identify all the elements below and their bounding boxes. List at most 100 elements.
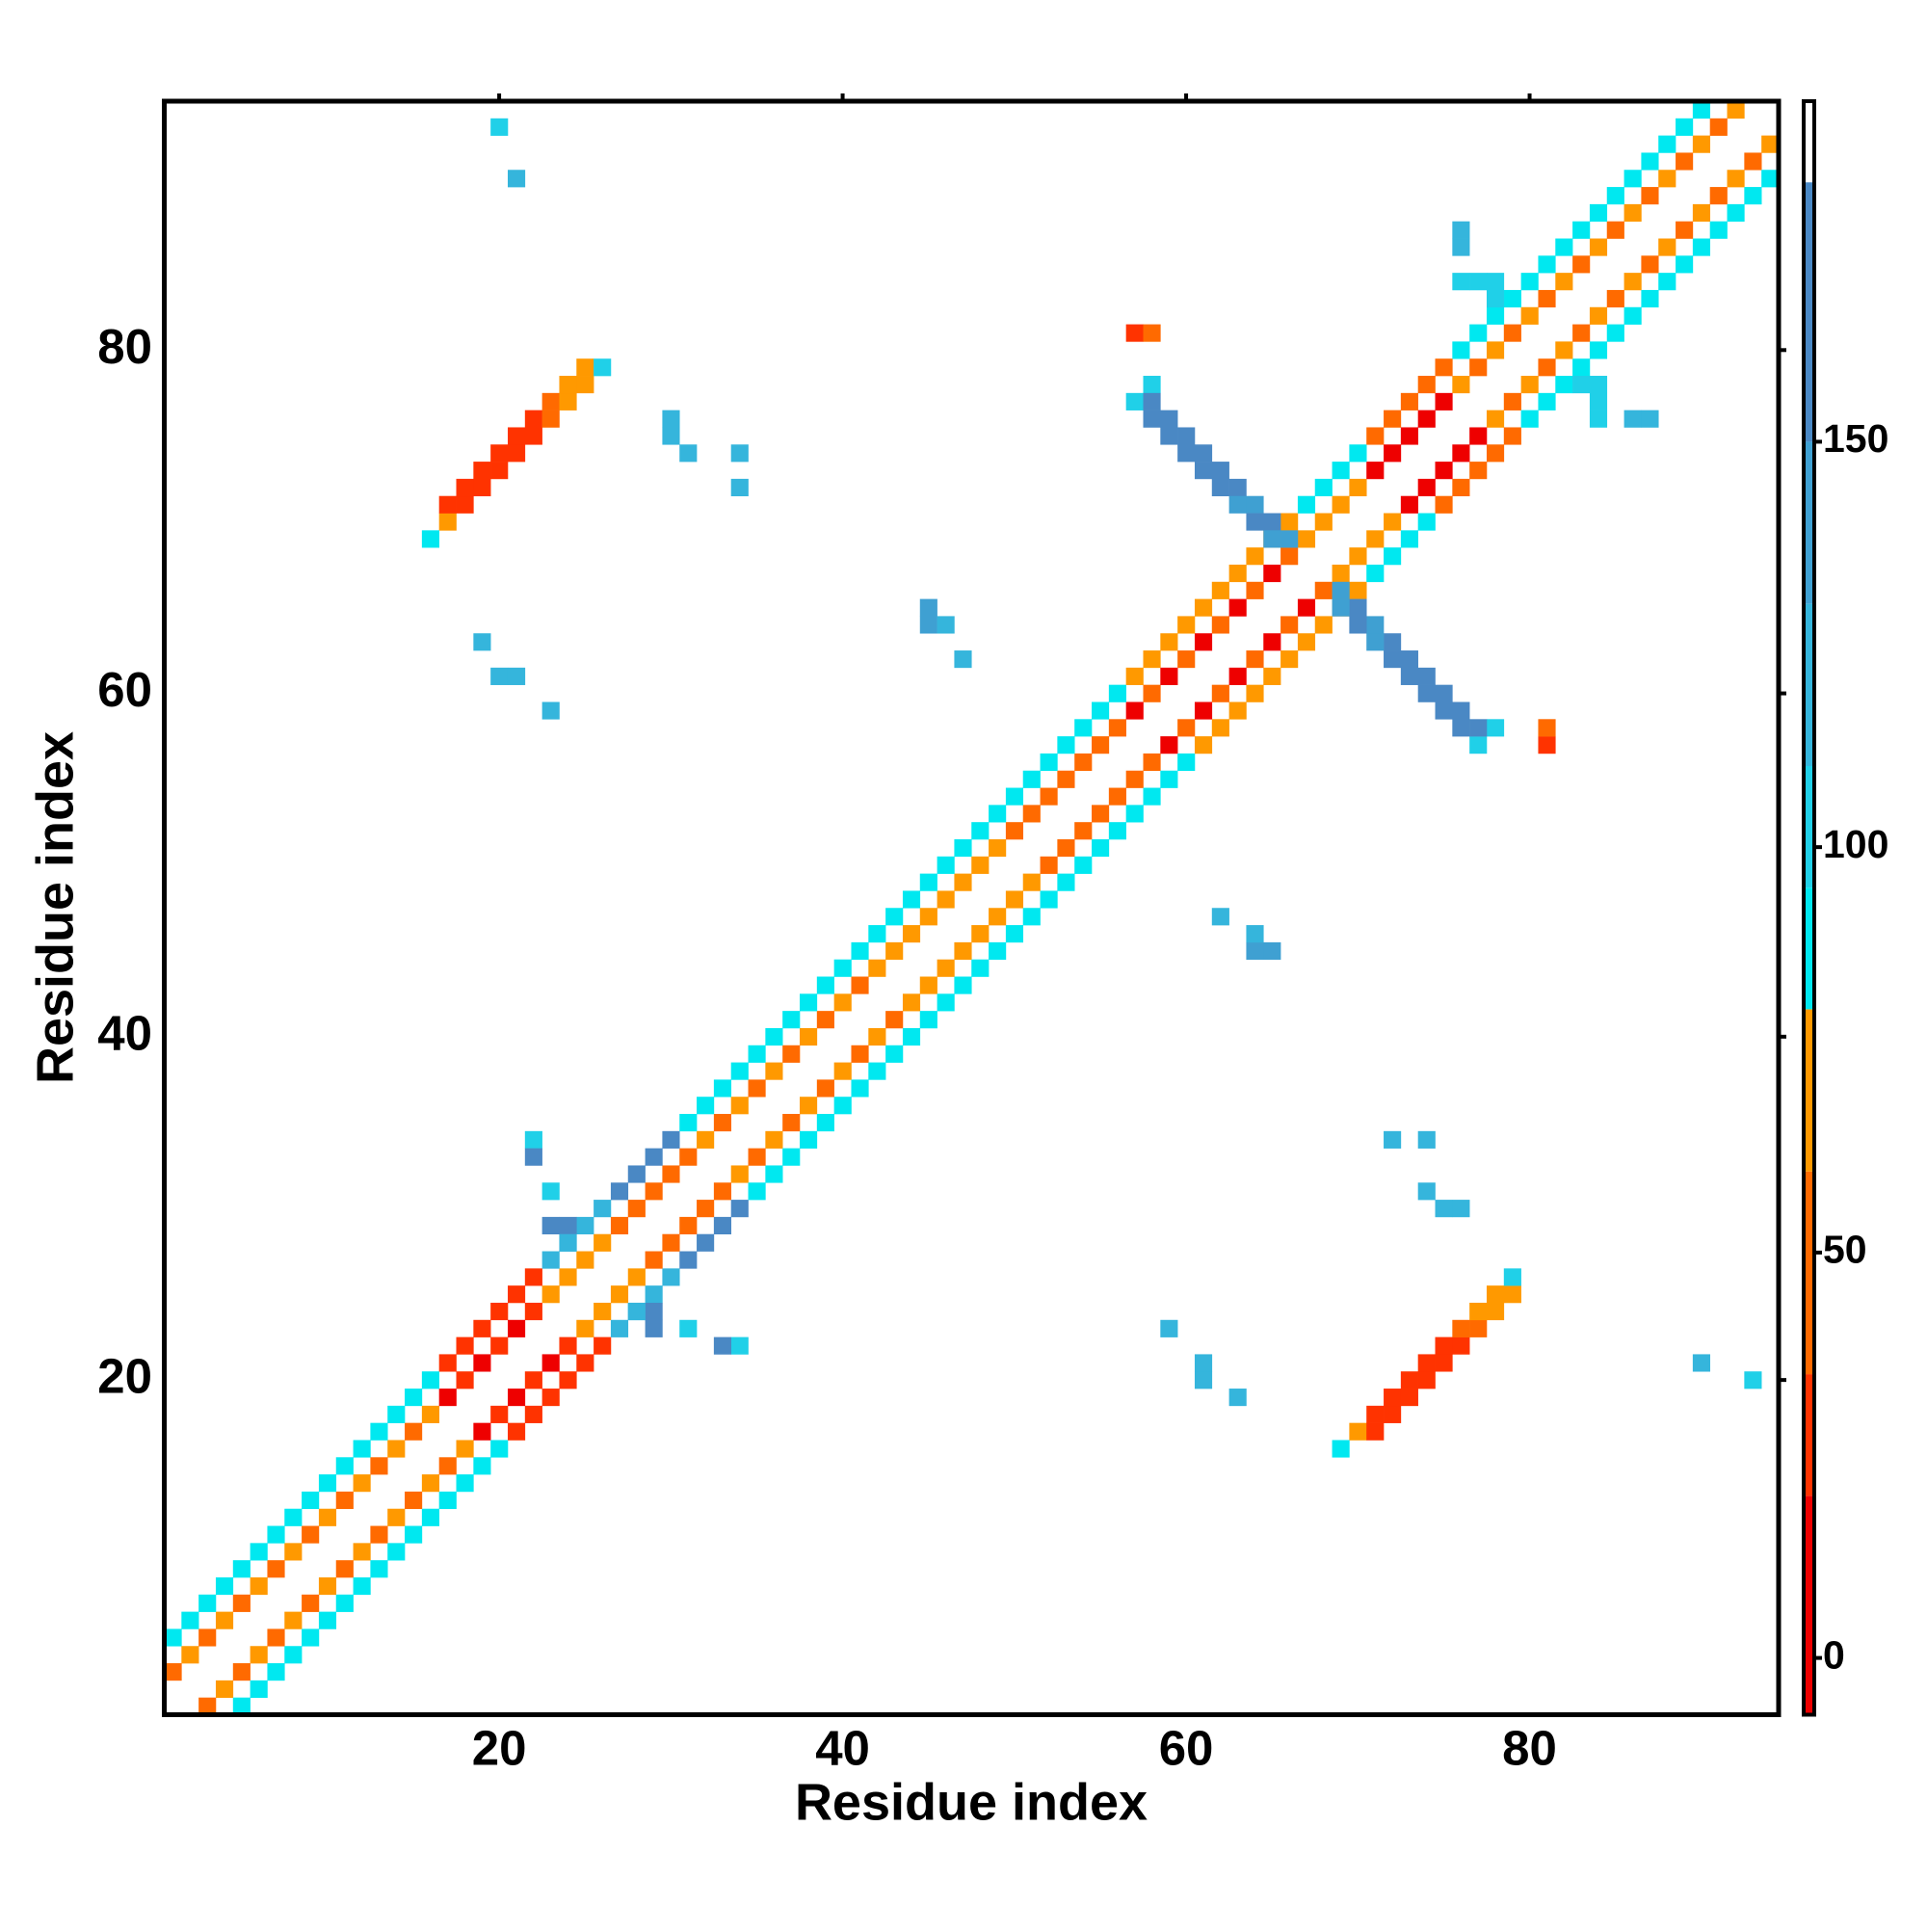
- heatmap-cell: [1623, 410, 1642, 428]
- heatmap-cell: [198, 1697, 217, 1715]
- heatmap-cell: [1589, 238, 1608, 256]
- heatmap-cell: [507, 1319, 526, 1337]
- heatmap-cell: [353, 1543, 371, 1561]
- heatmap-cell: [576, 376, 594, 394]
- heatmap-cell: [1211, 462, 1229, 480]
- heatmap-cell: [1332, 598, 1350, 617]
- heatmap-cell: [302, 1628, 320, 1647]
- heatmap-cell: [765, 1062, 783, 1080]
- heatmap-cell: [438, 495, 457, 514]
- colorbar-band: [1804, 1009, 1814, 1172]
- heatmap-cell: [902, 890, 921, 909]
- heatmap-cell: [1520, 376, 1539, 394]
- heatmap-cell: [1452, 1337, 1470, 1355]
- heatmap-cell: [541, 1354, 560, 1372]
- heatmap-cell: [868, 1027, 886, 1046]
- heatmap-cell: [1676, 255, 1694, 274]
- heatmap-cell: [1246, 925, 1264, 943]
- heatmap-cell: [576, 358, 594, 377]
- heatmap-cell: [1400, 427, 1418, 445]
- heatmap-cell: [1108, 719, 1126, 737]
- heatmap-cell: [267, 1560, 285, 1578]
- heatmap-cell: [697, 1200, 715, 1218]
- heatmap-cell: [1143, 787, 1161, 806]
- heatmap-cell: [1280, 650, 1299, 669]
- heatmap-cell: [1143, 410, 1161, 428]
- heatmap-cell: [1538, 736, 1556, 754]
- heatmap-cell: [335, 1457, 354, 1475]
- heatmap-cell: [1555, 341, 1573, 359]
- colorbar-band: [1804, 603, 1814, 766]
- heatmap-cell: [1349, 598, 1367, 617]
- heatmap-cell: [989, 941, 1007, 960]
- heatmap-cell: [1160, 410, 1178, 428]
- heatmap-cell: [507, 1285, 526, 1304]
- heatmap-cell: [1194, 633, 1213, 651]
- heatmap-cell: [507, 1389, 526, 1407]
- heatmap-cell: [954, 941, 972, 960]
- heatmap-cell: [490, 1302, 509, 1321]
- heatmap-cell: [645, 1319, 663, 1337]
- heatmap-cell: [1503, 392, 1521, 410]
- heatmap-cell: [1417, 1354, 1436, 1372]
- heatmap-cell: [576, 1216, 594, 1235]
- y-axis-title: Residue index: [26, 731, 84, 1084]
- heatmap-cell: [1211, 684, 1229, 702]
- heatmap-cell: [1435, 358, 1453, 377]
- heatmap-cell: [1589, 410, 1608, 428]
- heatmap-cell: [1503, 427, 1521, 445]
- heatmap-cell: [456, 1337, 474, 1355]
- heatmap-cell: [885, 1045, 904, 1063]
- heatmap-cell: [1469, 273, 1488, 291]
- heatmap-cell: [594, 1337, 612, 1355]
- heatmap-cell: [353, 1440, 371, 1458]
- x-tick-label: 60: [1159, 1720, 1214, 1775]
- heatmap-cell: [1503, 1285, 1521, 1304]
- heatmap-cell: [250, 1543, 268, 1561]
- heatmap-cell: [1469, 719, 1488, 737]
- heatmap-cell: [232, 1697, 251, 1715]
- heatmap-cell: [1400, 392, 1418, 410]
- heatmap-cell: [490, 1337, 509, 1355]
- heatmap-cell: [1744, 187, 1762, 205]
- y-tick-label: 20: [97, 1349, 152, 1404]
- heatmap-cell: [1435, 495, 1453, 514]
- heatmap-cell: [541, 1216, 560, 1235]
- heatmap-cell: [971, 925, 990, 943]
- heatmap-cell: [1297, 633, 1316, 651]
- colorbar-tick-label: 0: [1823, 1632, 1845, 1677]
- heatmap-cell: [1538, 289, 1556, 308]
- heatmap-cell: [1177, 444, 1196, 463]
- heatmap-cell: [421, 530, 439, 548]
- plot-frame: [162, 98, 1782, 1717]
- heatmap-cell: [1589, 392, 1608, 410]
- heatmap-cell: [1366, 462, 1385, 480]
- heatmap-cell: [1332, 462, 1350, 480]
- heatmap-cell: [335, 1560, 354, 1578]
- heatmap-cell: [1469, 427, 1488, 445]
- heatmap-cell: [559, 1371, 577, 1389]
- heatmap-cell: [559, 1233, 577, 1252]
- heatmap-cell: [1125, 770, 1144, 788]
- heatmap-cell: [971, 856, 990, 874]
- heatmap-cell: [421, 1371, 439, 1389]
- heatmap-cell: [1400, 1371, 1418, 1389]
- heatmap-cell: [1469, 324, 1488, 342]
- heatmap-cell: [1314, 478, 1333, 497]
- heatmap-cell: [1384, 547, 1402, 566]
- heatmap-cell: [1623, 170, 1642, 188]
- heatmap-cell: [1022, 805, 1041, 823]
- heatmap-cell: [1384, 1389, 1402, 1407]
- heatmap-cell: [1761, 135, 1780, 153]
- heatmap-cell: [1486, 444, 1505, 463]
- heatmap-cell: [1555, 273, 1573, 291]
- heatmap-cell: [851, 976, 869, 994]
- heatmap-cell: [181, 1611, 199, 1629]
- heatmap-cell: [765, 1027, 783, 1046]
- heatmap-cell: [1246, 941, 1264, 960]
- heatmap-cell: [765, 1130, 783, 1149]
- heatmap-cell: [1727, 101, 1745, 119]
- heatmap-cell: [1555, 238, 1573, 256]
- heatmap-cell: [250, 1576, 268, 1596]
- heatmap-cell: [1658, 273, 1676, 291]
